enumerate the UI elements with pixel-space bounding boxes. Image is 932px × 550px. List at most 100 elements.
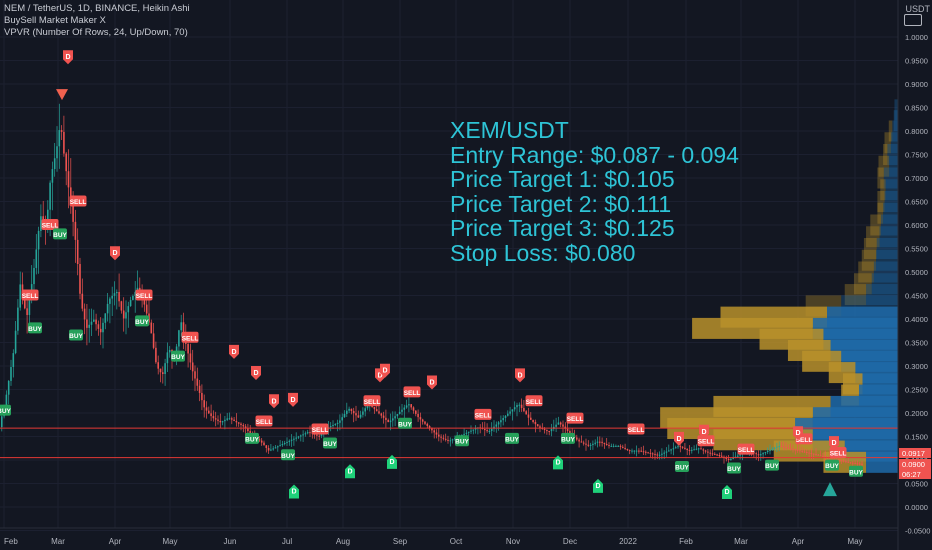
candle-body (143, 297, 146, 305)
marker-letter: D (377, 372, 382, 379)
vpvr-up-bar (866, 451, 898, 473)
pair-label: XEM/USDT (450, 117, 569, 143)
candle-body (277, 446, 279, 448)
candle-body (116, 292, 118, 294)
signal-marker-down (110, 246, 120, 261)
x-tick-label: Sep (393, 537, 408, 546)
candle-body (249, 431, 251, 434)
candle-body (398, 411, 401, 415)
candle-body (244, 426, 247, 429)
sell-signal-label (255, 415, 273, 427)
candle-body (270, 449, 272, 451)
signal-text: SELL (475, 412, 492, 419)
buy-signal-label (849, 465, 863, 477)
candle-body (208, 410, 210, 414)
candle-body (304, 433, 307, 435)
candle-body (122, 310, 125, 319)
candle-body (318, 435, 320, 437)
candle-body (47, 209, 49, 224)
candle-body (534, 422, 537, 425)
candle-body (727, 458, 730, 460)
indicator-vpvr[interactable]: VPVR (Number Of Rows, 24, Up/Down, 70) (4, 27, 188, 38)
candle-body (93, 319, 95, 322)
y-tick-label: 0.2000 (905, 409, 928, 418)
candle-body (109, 298, 111, 304)
candle-body (824, 456, 826, 458)
indicator-buysell[interactable]: BuySell Market Maker X (4, 15, 106, 26)
buy-signal-label (28, 322, 42, 334)
candle-body (58, 130, 61, 147)
candle-body (51, 169, 54, 183)
y-tick-label: 0.0000 (905, 503, 928, 512)
vpvr-up-bar (883, 167, 898, 189)
signal-text: SELL (698, 439, 715, 446)
symbol-line[interactable]: NEM / TetherUS, 1D, BINANCE, Heikin Ashi (4, 3, 190, 14)
candle-body (730, 458, 732, 460)
sell-signal-label (363, 395, 381, 407)
vpvr-down-bar (863, 238, 877, 259)
x-tick-label: May (847, 537, 862, 546)
candle-body (74, 221, 77, 240)
candle-body (435, 432, 438, 435)
candle-body (76, 239, 79, 265)
y-tick-label: -0.0500 (905, 527, 930, 536)
candle-body (26, 308, 28, 315)
signal-marker-down (515, 368, 525, 383)
candle-body (182, 322, 185, 334)
candle-body (341, 417, 343, 421)
candle-body (709, 452, 711, 454)
x-tick-label: Mar (734, 537, 748, 546)
signal-text: BUY (825, 463, 839, 470)
sell-signal-label (69, 195, 87, 207)
buy-signal-label (765, 459, 779, 471)
camera-icon[interactable] (904, 14, 922, 26)
vpvr-down-bar (858, 261, 874, 283)
candle-body (166, 352, 169, 364)
vpvr-down-bar (866, 226, 880, 248)
buy-signal-label (455, 435, 469, 447)
candle-body (279, 445, 281, 447)
candle-body (33, 267, 35, 285)
candle-body (357, 415, 360, 418)
marker-letter: D (724, 489, 729, 496)
candle-body (139, 287, 141, 291)
candle-body (776, 446, 778, 448)
candle-body (67, 171, 70, 188)
sell-signal-label (135, 289, 153, 301)
signal-marker-down (380, 363, 390, 378)
candle-body (518, 404, 521, 406)
candle-body (511, 409, 514, 412)
candle-body (346, 410, 348, 414)
candle-body (645, 451, 647, 453)
candle-body (578, 439, 580, 442)
candle-body (426, 423, 429, 426)
candle-body (164, 363, 166, 374)
candle-body (97, 324, 100, 329)
candle-body (585, 443, 587, 445)
y-tick-label: 0.3500 (905, 339, 928, 348)
marker-letter: D (555, 459, 560, 466)
y-tick-label: 0.3000 (905, 362, 928, 371)
candle-body (28, 299, 31, 315)
signal-text: BUY (281, 453, 295, 460)
candle-body (24, 293, 26, 309)
x-tick-label: 2022 (619, 537, 637, 546)
signal-text: BUY (455, 439, 469, 446)
vpvr-down-bar (861, 249, 876, 271)
candle-body (412, 407, 415, 411)
candle-body (472, 429, 475, 431)
candle-body (702, 449, 705, 451)
candle-body (81, 293, 84, 309)
candle-body (415, 410, 417, 414)
candle-body (274, 447, 277, 449)
candle-body (272, 448, 274, 450)
x-tick-label: Apr (792, 537, 805, 546)
candle-body (297, 436, 300, 438)
candle-body (808, 452, 810, 454)
candle-body (548, 431, 550, 433)
buy-signal-label (561, 432, 575, 444)
sell-signal-label (181, 331, 199, 343)
candle-body (732, 457, 734, 459)
candle-body (260, 440, 263, 443)
